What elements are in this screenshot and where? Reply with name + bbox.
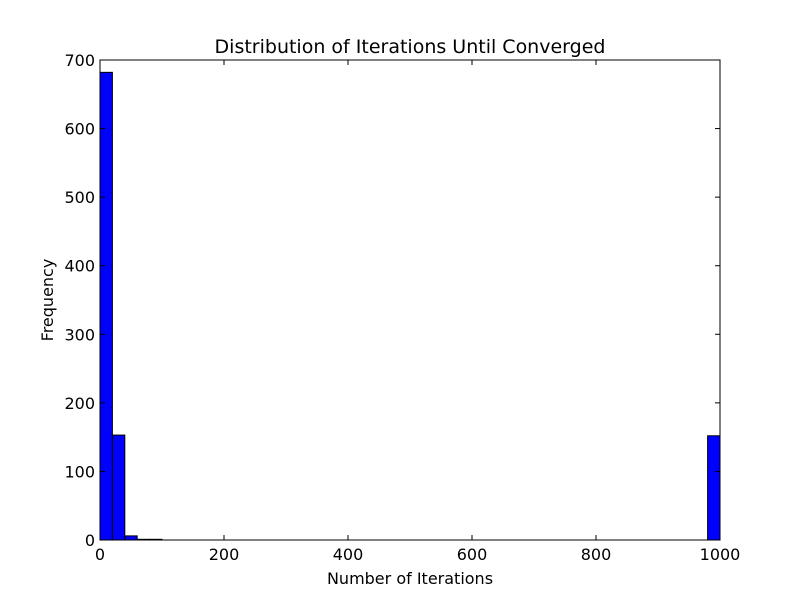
y-tick-label: 100 [64,462,95,481]
chart-title: Distribution of Iterations Until Converg… [215,36,606,58]
bars-layer [99,71,721,541]
x-axis-label: Number of Iterations [327,569,493,588]
x-tick-label: 1000 [700,545,741,564]
ticks-layer: 0 200 400 600 800 1000 0 100 200 300 400 500 600 700 [64,51,740,564]
y-tick-label: 200 [64,394,95,413]
histogram-bar-2 [124,535,138,541]
x-tick-label: 800 [581,545,612,564]
plot-area-frame [99,59,721,541]
x-tick-label: 0 [95,545,105,564]
histogram-bar-1 [111,434,126,541]
x-tick-label: 600 [457,545,488,564]
y-tick-label: 0 [85,531,95,550]
y-tick-label: 400 [64,257,95,276]
y-tick-label: 300 [64,325,95,344]
y-tick-label: 600 [64,120,95,139]
y-tick-label: 500 [64,188,95,207]
histogram-bar-5 [707,435,721,541]
x-tick-label: 200 [209,545,240,564]
y-axis-label: Frequency [38,259,57,342]
y-tick-label: 700 [64,51,95,70]
histogram-bar-0 [99,71,113,541]
x-tick-label: 400 [333,545,364,564]
